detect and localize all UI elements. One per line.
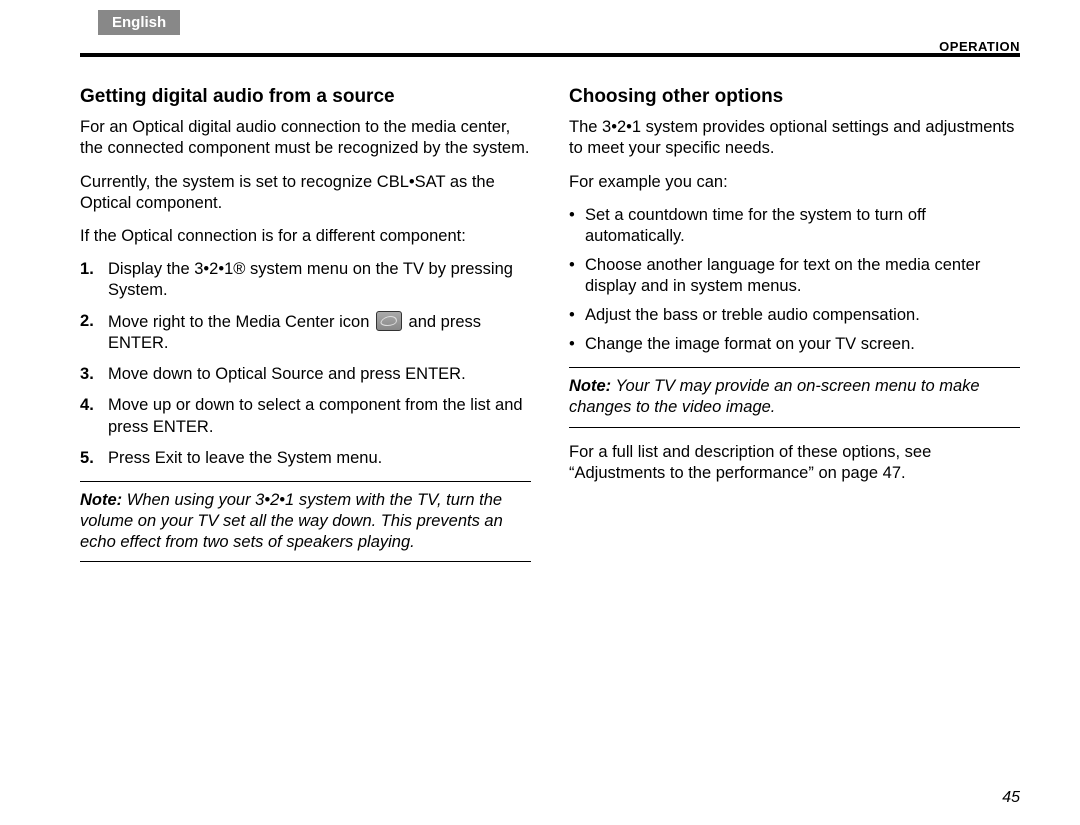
bullet-4: Change the image format on your TV scree… <box>569 334 1020 355</box>
left-p1: For an Optical digital audio connection … <box>80 117 531 159</box>
step-4: Move up or down to select a component fr… <box>80 395 531 437</box>
note-text: When using your 3•2•1 system with the TV… <box>80 491 503 551</box>
right-column: Choosing other options The 3•2•1 system … <box>569 85 1020 576</box>
bullet-2: Choose another language for text on the … <box>569 255 1020 297</box>
left-p2: Currently, the system is set to recogniz… <box>80 172 531 214</box>
media-center-icon <box>376 311 402 331</box>
left-heading: Getting digital audio from a source <box>80 85 531 109</box>
page-number: 45 <box>1002 789 1020 807</box>
left-column: Getting digital audio from a source For … <box>80 85 531 576</box>
step-2-text-a: Move right to the Media Center icon <box>108 313 374 331</box>
left-p3: If the Optical connection is for a diffe… <box>80 226 531 247</box>
note-text: Your TV may provide an on-screen menu to… <box>569 377 980 416</box>
manual-page: English OPERATION Getting digital audio … <box>0 0 1080 825</box>
right-p3: For a full list and description of these… <box>569 442 1020 484</box>
bullet-1: Set a countdown time for the system to t… <box>569 205 1020 247</box>
step-5: Press Exit to leave the System menu. <box>80 448 531 469</box>
right-heading: Choosing other options <box>569 85 1020 109</box>
note-label: Note: <box>80 491 122 509</box>
right-note: Note: Your TV may provide an on-screen m… <box>569 367 1020 427</box>
language-tab: English <box>98 10 180 35</box>
step-1: Display the 3•2•1® system menu on the TV… <box>80 259 531 301</box>
step-2: Move right to the Media Center icon and … <box>80 311 531 354</box>
steps-list: Display the 3•2•1® system menu on the TV… <box>80 259 531 469</box>
note-label: Note: <box>569 377 611 395</box>
section-label: OPERATION <box>939 39 1020 54</box>
bullet-3: Adjust the bass or treble audio compensa… <box>569 305 1020 326</box>
content-columns: Getting digital audio from a source For … <box>80 85 1020 576</box>
bullets-list: Set a countdown time for the system to t… <box>569 205 1020 356</box>
right-p1: The 3•2•1 system provides optional setti… <box>569 117 1020 159</box>
step-3: Move down to Optical Source and press EN… <box>80 364 531 385</box>
left-note: Note: When using your 3•2•1 system with … <box>80 481 531 562</box>
section-header-bar: OPERATION <box>80 53 1020 57</box>
right-p2: For example you can: <box>569 172 1020 193</box>
